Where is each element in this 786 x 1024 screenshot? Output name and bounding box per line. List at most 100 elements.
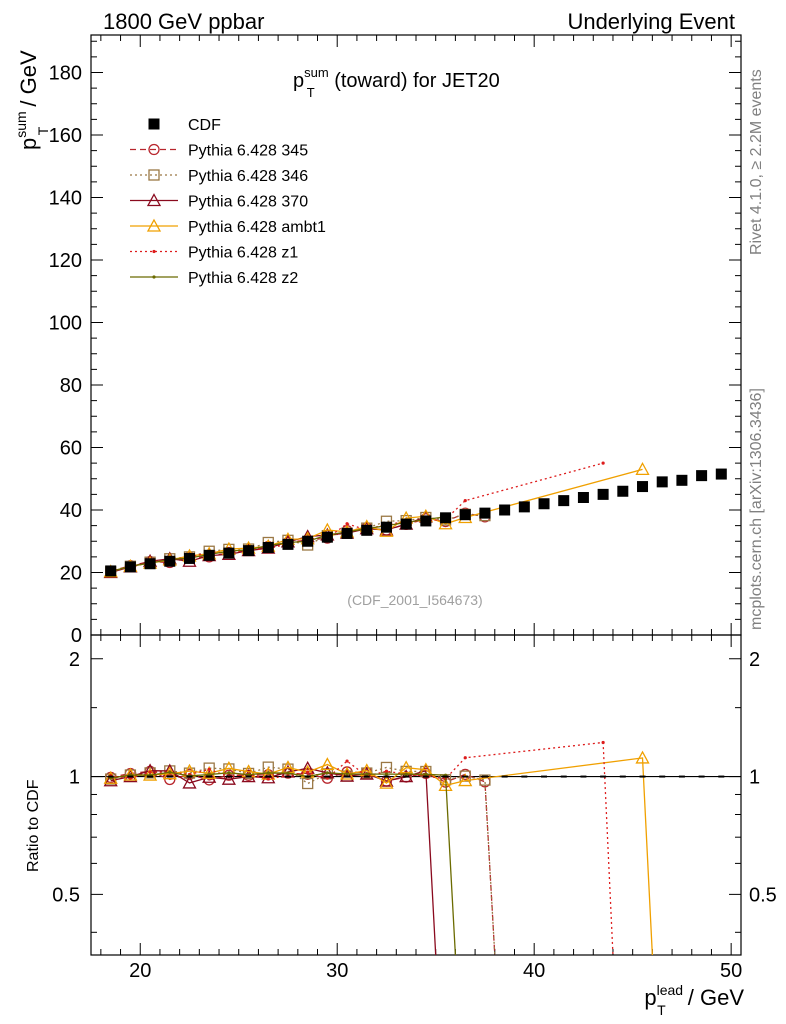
point-cdf — [223, 547, 235, 559]
y-tick-label: 120 — [49, 250, 82, 272]
y-tick-label: 140 — [49, 188, 82, 210]
point-cdf — [164, 555, 176, 567]
ratio-point-pythia-6-428-z1 — [266, 777, 270, 781]
plot-title-p: p — [293, 70, 304, 92]
ratio-point-pythia-6-428-z1 — [463, 756, 467, 760]
legend-label-pythia-6-428-346: Pythia 6.428 346 — [188, 168, 308, 185]
ratio-point-pythia-6-428-z2 — [424, 772, 428, 776]
ratio-point-pythia-6-428-346 — [479, 774, 491, 786]
legend-label-pythia-6-428-370: Pythia 6.428 370 — [188, 194, 308, 211]
ratio-point-pythia-6-428-370 — [103, 773, 118, 787]
y-tick-label: 80 — [60, 375, 82, 397]
ratio-tick-label-right: 1 — [749, 767, 760, 789]
ratio-point-pythia-6-428-z2 — [384, 772, 389, 776]
point-pythia-6-428-ambt1 — [635, 462, 650, 476]
point-cdf — [361, 524, 373, 536]
x-axis-label-p: p — [644, 985, 656, 1010]
y-tick-label: 60 — [60, 438, 82, 460]
x-axis-label-sup: lead — [657, 982, 683, 998]
plot-title: psum T (toward) for JET20 — [293, 65, 500, 100]
header-left: 1800 GeV ppbar — [103, 9, 264, 34]
legend-entry-pythia-6-428-370: Pythia 6.428 370 — [130, 193, 308, 211]
ratio-point-pythia-6-428-z2 — [246, 773, 251, 777]
point-cdf — [696, 470, 708, 482]
x-tick-label: 20 — [129, 960, 151, 982]
point-pythia-6-428-z1 — [345, 522, 349, 526]
point-cdf — [518, 501, 530, 513]
point-cdf — [400, 518, 412, 530]
ratio-point-pythia-6-428-346 — [302, 777, 314, 790]
ratio-point-pythia-6-428-370 — [182, 775, 197, 789]
legend-entry-pythia-6-428-z1: Pythia 6.428 z1 — [130, 245, 298, 262]
legend-entry-pythia-6-428-z2: Pythia 6.428 z2 — [130, 270, 298, 287]
x-axis-label-sub: T — [657, 1002, 666, 1018]
plot-title-sub: T — [307, 85, 315, 100]
point-cdf — [302, 535, 314, 547]
point-cdf — [105, 565, 117, 577]
point-cdf — [479, 507, 491, 519]
ratio-point-pythia-6-428-z2 — [365, 772, 369, 776]
ratio-pythia-6-428-z2 — [109, 770, 457, 956]
point-cdf — [203, 549, 215, 561]
ratio-point-pythia-6-428-ambt1 — [438, 778, 453, 792]
ratio-tick-label-right: 2 — [749, 649, 760, 671]
point-cdf — [420, 515, 432, 527]
x-tick-label: 50 — [720, 960, 742, 982]
series-pythia-6-428-z1 — [109, 461, 605, 573]
x-tick-label: 40 — [523, 960, 545, 982]
legend-marker-pythia-6-428-ambt1 — [146, 218, 162, 232]
legend-entry-pythia-6-428-346: Pythia 6.428 346 — [130, 168, 308, 185]
ratio-line-pythia-6-428-370 — [110, 767, 437, 956]
legend-marker-pythia-6-428-z2 — [152, 275, 156, 279]
y-tick-label: 0 — [71, 625, 82, 647]
header-right: Underlying Event — [567, 9, 735, 34]
point-cdf — [637, 481, 649, 493]
point-cdf — [341, 527, 353, 539]
ratio-tick-label: 1 — [69, 767, 80, 789]
ratio-line-pythia-6-428-z2 — [110, 771, 457, 956]
y-axis-label: psum T / GeV — [13, 50, 51, 150]
legend-label-cdf: CDF — [188, 117, 221, 134]
ratio-point-pythia-6-428-z2 — [286, 771, 290, 775]
plot-title-sup: sum — [304, 65, 329, 80]
legend-marker-pythia-6-428-345 — [148, 143, 160, 156]
point-cdf — [715, 468, 727, 480]
legend-label-pythia-6-428-ambt1: Pythia 6.428 ambt1 — [188, 219, 326, 236]
axis-ticks: 20 30 40 50 0 20 40 60 80 100 120 140 160 180 0.5 0.5 1 1… — [49, 35, 777, 982]
ratio-point-pythia-6-428-ambt1 — [379, 775, 394, 789]
ratio-series — [103, 740, 725, 956]
point-cdf — [124, 561, 136, 573]
y-tick-label: 160 — [49, 125, 82, 147]
point-cdf — [538, 498, 550, 510]
legend-entry-pythia-6-428-345: Pythia 6.428 345 — [130, 143, 308, 160]
x-axis-label: plead T / GeV — [644, 982, 744, 1018]
ratio-point-pythia-6-428-ambt1 — [320, 757, 335, 771]
ratio-pythia-6-428-345 — [105, 765, 496, 956]
y-tick-label: 20 — [60, 563, 82, 585]
analysis-id: (CDF_2001_I564673) — [347, 592, 482, 608]
point-cdf — [499, 504, 511, 516]
point-cdf — [676, 474, 688, 486]
point-cdf — [440, 512, 452, 524]
ratio-point-pythia-6-428-z2 — [207, 772, 211, 777]
series-pythia-6-428-z2 — [109, 515, 448, 574]
x-axis-label-rest: / GeV — [682, 985, 745, 1010]
ratio-point-pythia-6-428-z1 — [345, 759, 349, 763]
point-cdf — [282, 538, 294, 550]
ratio-point-pythia-6-428-ambt1 — [458, 773, 473, 787]
ratio-point-pythia-6-428-345 — [164, 773, 176, 786]
ratio-tick-label: 2 — [69, 649, 80, 671]
ratio-line-pythia-6-428-345 — [110, 770, 496, 956]
ratio-pythia-6-428-370 — [103, 760, 437, 956]
legend-marker-pythia-6-428-370 — [146, 193, 162, 207]
legend: CDF Pythia 6.428 345 Pythia 6.428 346 Pythi… — [130, 117, 326, 287]
legend-marker-pythia-6-428-346 — [148, 169, 160, 181]
ratio-point-pythia-6-428-z2 — [345, 772, 349, 776]
ratio-point-pythia-6-428-z2 — [325, 771, 329, 775]
ratio-point-pythia-6-428-ambt1 — [202, 765, 217, 779]
rivet-label: Rivet 4.1.0, ≥ 2.2M events — [748, 69, 765, 255]
legend-label-pythia-6-428-345: Pythia 6.428 345 — [188, 143, 308, 160]
point-cdf — [183, 552, 195, 564]
y-tick-label: 180 — [49, 63, 82, 85]
